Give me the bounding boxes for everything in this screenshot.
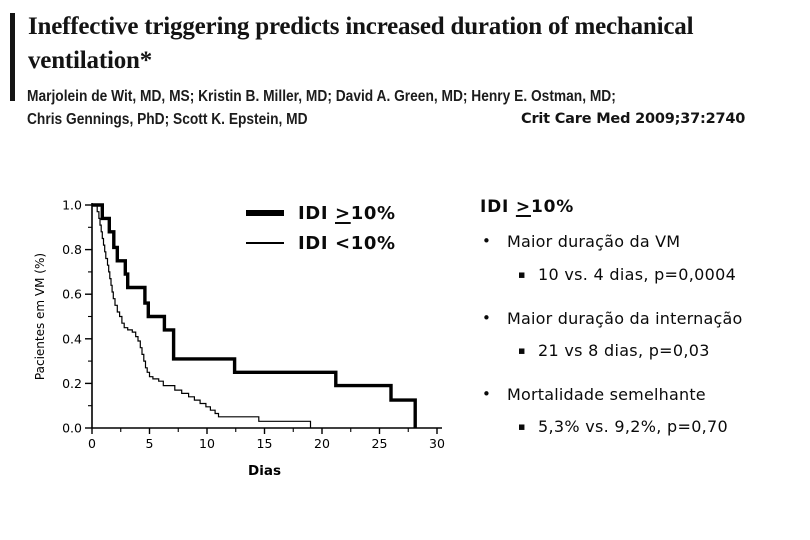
sub-bullet-text: 5,3% vs. 9,2%, p=0,70 — [538, 417, 729, 436]
legend-item-lt10: IDI <10% — [246, 228, 396, 258]
km-curve-lt10 — [92, 204, 312, 428]
thin-line-swatch — [246, 242, 284, 244]
x-tick-label: 15 — [257, 436, 273, 451]
km-curve-ge10 — [92, 203, 417, 428]
paper-authors: Marjolein de Wit, MD, MS; Kristin B. Mil… — [27, 85, 681, 131]
sub-bullet-text: 21 vs 8 dias, p=0,03 — [538, 341, 710, 360]
bullet-icon: • — [482, 309, 491, 327]
legend-label-lt10: IDI <10% — [298, 232, 396, 254]
paper-title-line-1: Ineffective triggering predicts increase… — [28, 13, 694, 40]
sub-bullet-item: ▪ 21 vs 8 dias, p=0,03 — [518, 340, 808, 361]
legend-label-ge10: IDI >10% — [298, 202, 396, 224]
sub-bullet-text: 10 vs. 4 dias, p=0,0004 — [538, 265, 737, 284]
bullet-item: • Mortalidade semelhante — [478, 384, 808, 405]
bullet-text: Maior duração da internação — [507, 309, 743, 328]
paper-title: Ineffective triggering predicts increase… — [28, 10, 798, 78]
panel-heading: IDI >10% — [480, 197, 575, 217]
sub-bullet-item: ▪ 10 vs. 4 dias, p=0,0004 — [518, 264, 808, 285]
y-axis-label: Pacientes em VM (%) — [33, 253, 47, 380]
x-tick-label: 20 — [314, 436, 330, 451]
ge-symbol: > — [335, 202, 351, 224]
ge-symbol: > — [515, 197, 531, 217]
thick-line-swatch — [246, 210, 284, 216]
y-tick-label: 0.2 — [62, 376, 82, 391]
y-tick-label: 0.8 — [62, 242, 82, 257]
bullet-icon: • — [482, 385, 491, 403]
legend-item-ge10: IDI >10% — [246, 198, 396, 228]
y-tick-label: 0.4 — [62, 331, 82, 346]
paper-title-line-2: ventilation* — [28, 47, 152, 74]
chart-legend: IDI >10% IDI <10% — [246, 198, 396, 258]
sub-bullet-icon: ▪ — [518, 344, 526, 357]
bullet-text: Mortalidade semelhante — [507, 385, 706, 404]
scan-edge-rule — [10, 13, 15, 101]
y-tick-label: 0.6 — [62, 287, 82, 302]
x-axis-label: Dias — [248, 463, 281, 475]
x-tick-label: 5 — [146, 436, 154, 451]
sub-bullet-icon: ▪ — [518, 268, 526, 281]
km-chart: 0 5 10 15 20 25 30 0.0 0.2 0.4 0.6 0.8 1.0 Dias Pacien… — [30, 185, 460, 476]
y-tick-label: 1.0 — [62, 198, 82, 213]
paper-authors-line-1: Marjolein de Wit, MD, MS; Kristin B. Mil… — [27, 88, 616, 105]
bullet-item: • Maior duração da internação — [478, 308, 808, 329]
x-tick-label: 30 — [429, 436, 445, 451]
bullet-text: Maior duração da VM — [507, 232, 681, 251]
km-chart-svg: 0 5 10 15 20 25 30 0.0 0.2 0.4 0.6 0.8 1.0 Dias Pacien… — [33, 198, 445, 476]
journal-citation: Crit Care Med 2009;37:2740 — [521, 111, 746, 127]
lt-symbol: < — [335, 232, 351, 254]
x-tick-label: 0 — [88, 436, 96, 451]
x-tick-label: 25 — [372, 436, 388, 451]
bullet-item: • Maior duração da VM — [478, 231, 808, 252]
sub-bullet-item: ▪ 5,3% vs. 9,2%, p=0,70 — [518, 416, 808, 437]
sub-bullet-icon: ▪ — [518, 420, 526, 433]
y-tick-label: 0.0 — [62, 421, 82, 436]
paper-authors-line-2: Chris Gennings, PhD; Scott K. Epstein, M… — [27, 111, 308, 128]
x-tick-label: 10 — [199, 436, 215, 451]
bullet-icon: • — [482, 232, 491, 250]
